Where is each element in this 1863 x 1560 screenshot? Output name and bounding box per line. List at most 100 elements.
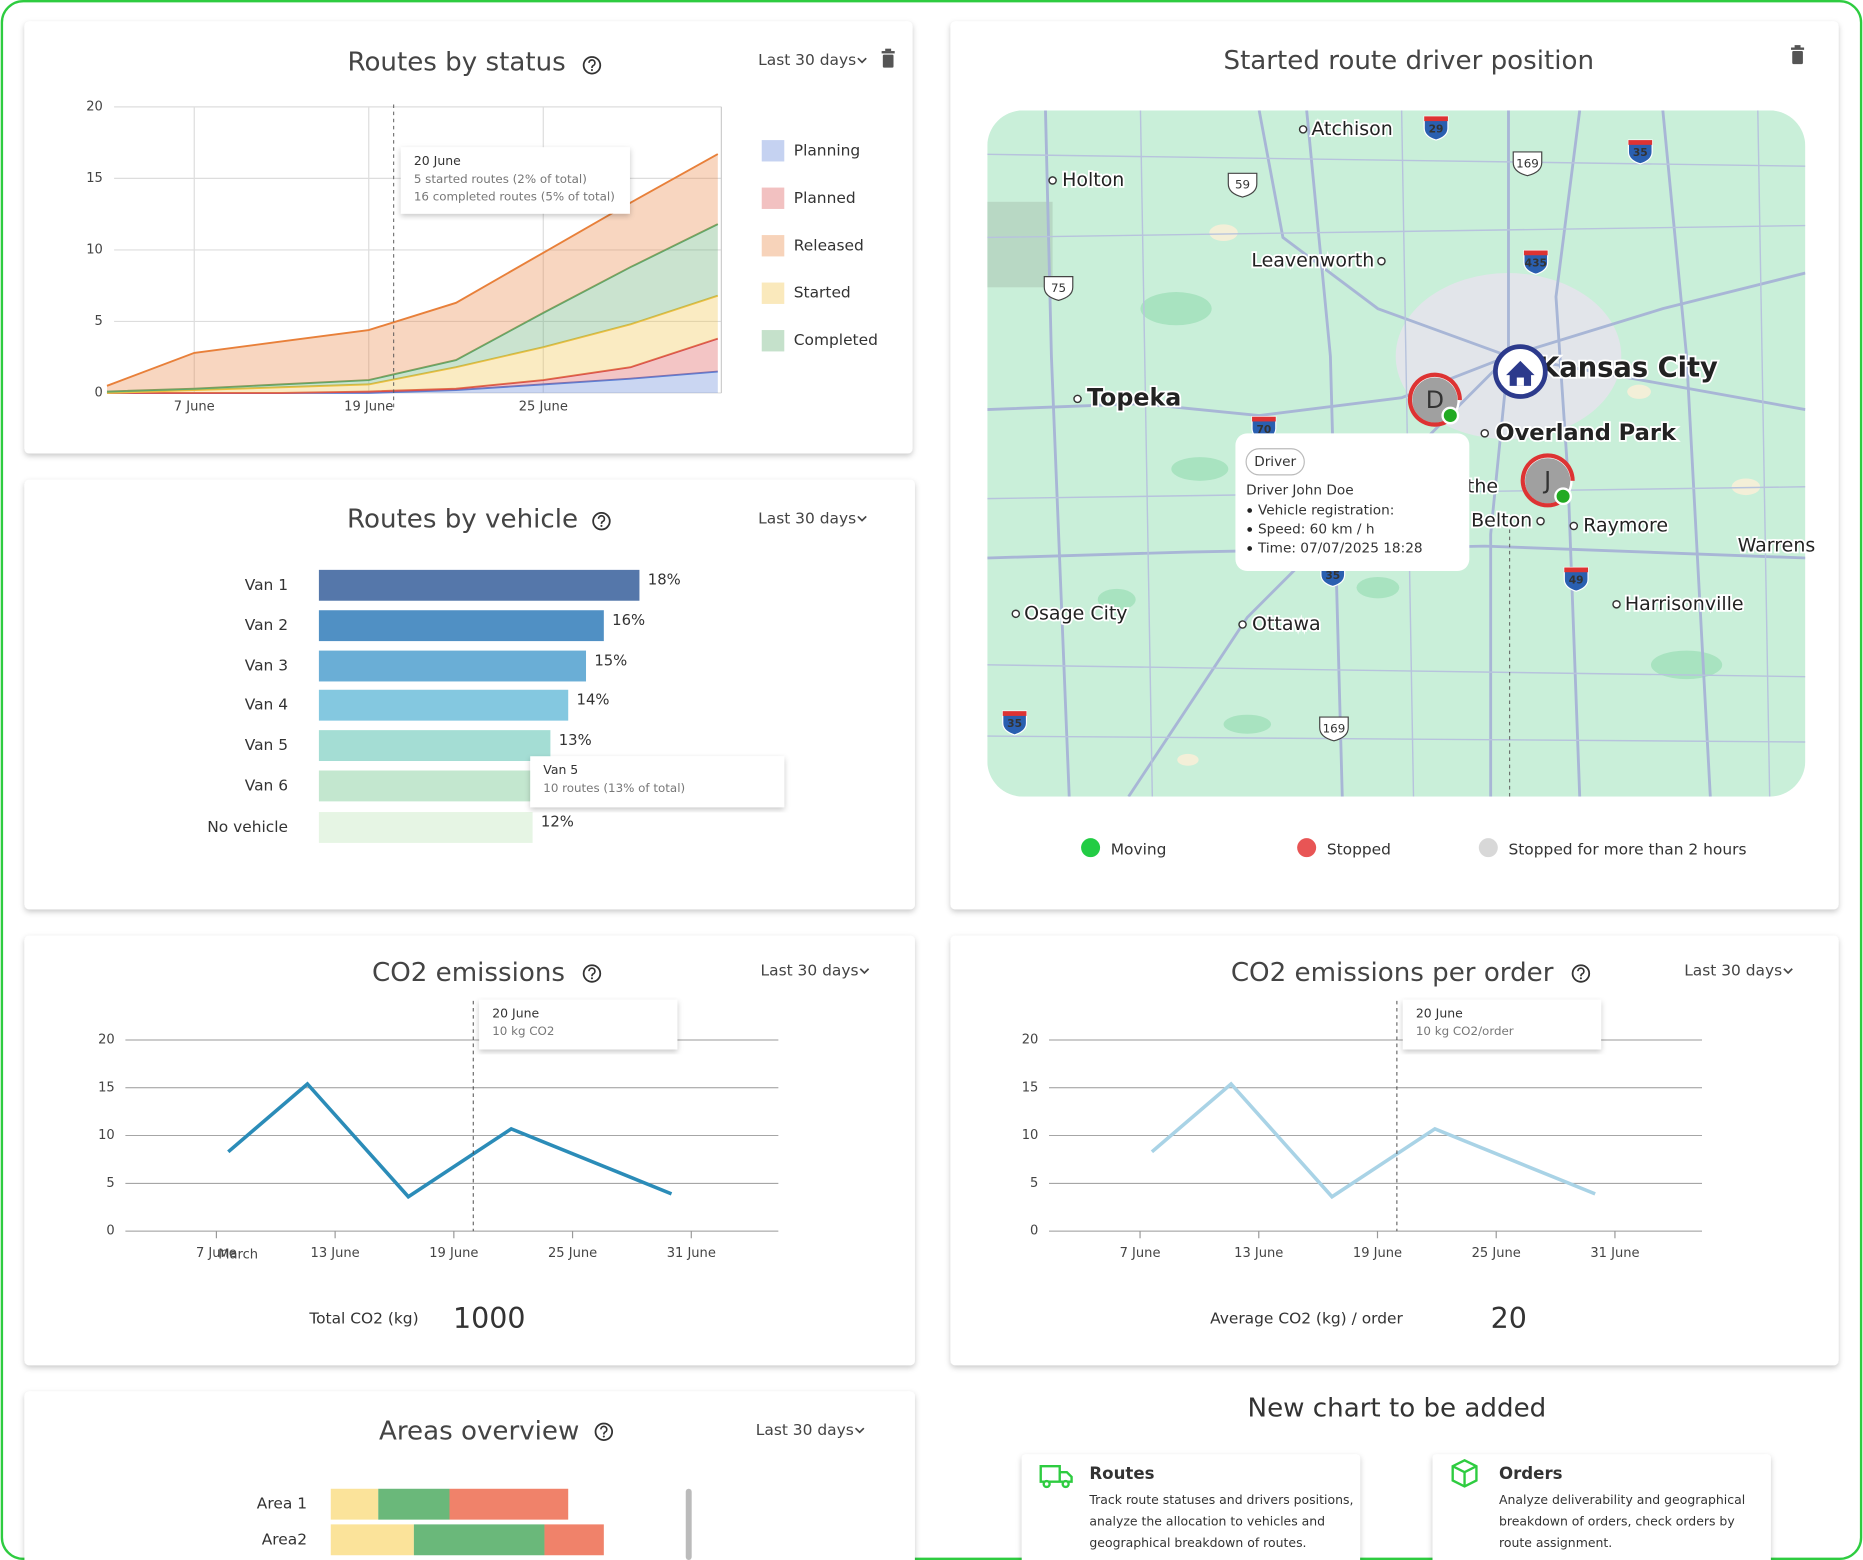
shield: [1523, 249, 1549, 275]
shield: [1043, 276, 1074, 301]
shield-number: 35: [1325, 569, 1340, 582]
line: [1150, 1081, 1596, 1200]
period-select[interactable]: Last 30 days: [758, 509, 856, 527]
period-select[interactable]: Last 30 days: [756, 1421, 854, 1439]
area: [106, 224, 718, 393]
bar: [318, 730, 551, 762]
value-label: 16%: [612, 612, 645, 629]
popup-detail: Time: 07/07/2025 18:28: [1257, 540, 1423, 556]
x-tick-label: 13 June: [311, 1246, 360, 1261]
category-label: Area 1: [257, 1495, 307, 1513]
x-tick-label: 25 June: [1472, 1246, 1521, 1261]
help-icon: [590, 68, 594, 72]
tooltip-title: 20 June: [414, 153, 461, 168]
help-icon: [600, 1425, 608, 1435]
trash-icons[interactable]: [881, 45, 1805, 68]
place-label: the: [1467, 475, 1498, 497]
tooltip: [400, 147, 630, 214]
legend-label: Completed: [794, 331, 878, 349]
help-icon: [1571, 964, 1591, 983]
card-text: route assignment.: [1499, 1535, 1612, 1550]
status-dot: [1554, 487, 1573, 506]
scrollbar[interactable]: [685, 1488, 692, 1560]
chevrons: [854, 57, 1793, 1434]
y-tick-label: 15: [1022, 1080, 1039, 1095]
value-label: 15%: [594, 652, 627, 669]
shield-number: 169: [1323, 721, 1346, 735]
bar: [318, 770, 551, 802]
home-marker[interactable]: [1493, 344, 1548, 399]
x-tick-label: 7 June: [1120, 1246, 1161, 1261]
card: [24, 1391, 915, 1560]
card-title: Orders: [1499, 1464, 1563, 1483]
category-label: Area2: [262, 1530, 307, 1548]
card-text: breakdown of orders, check orders by: [1499, 1514, 1735, 1529]
y-tick-label: 5: [106, 1176, 114, 1191]
place-label: Holton: [1062, 169, 1124, 191]
tooltip-title: Van 5: [543, 762, 578, 777]
popup-tag: Driver: [1254, 454, 1296, 470]
shield: [1002, 710, 1028, 736]
shield-number: 59: [1235, 178, 1250, 192]
x-tick-label: 25 June: [548, 1246, 597, 1261]
shield: [1423, 115, 1449, 141]
summary-value: 20: [1491, 1302, 1527, 1335]
bar: [318, 569, 640, 601]
card: [950, 935, 1839, 1366]
place-dot: [1073, 394, 1082, 404]
driver-ring: [1407, 372, 1462, 427]
summary-label: Average CO2 (kg) / order: [1210, 1309, 1403, 1327]
help-icon: [602, 1435, 605, 1438]
legend-label: Released: [794, 236, 864, 254]
option-card[interactable]: [1021, 1454, 1361, 1560]
help-icon: [1577, 967, 1585, 977]
legend-swatch: [761, 282, 785, 304]
x-tick-label: 31 June: [1590, 1246, 1639, 1261]
shield-number: 70: [1256, 423, 1271, 436]
place-dot: [1298, 125, 1308, 134]
bar-segment: [330, 1488, 379, 1520]
help-icon: [590, 977, 594, 980]
place-dot: [1612, 600, 1621, 609]
x-tick-label: 19 June: [429, 1246, 478, 1261]
legend-dot: [1297, 838, 1317, 858]
y-tick-label: 5: [1030, 1176, 1038, 1191]
bar: [318, 610, 604, 642]
place-label: Warrens: [1738, 535, 1816, 557]
tooltip-line: 5 started routes (2% of total): [414, 172, 587, 186]
line: [227, 1081, 673, 1200]
y-tick-label: 20: [1022, 1033, 1039, 1048]
value-label: 13%: [559, 732, 592, 749]
shield: [1628, 140, 1653, 145]
x-tick-label: 25 June: [519, 400, 568, 415]
option-card[interactable]: [1432, 1454, 1771, 1560]
legend-label: Stopped for more than 2 hours: [1508, 841, 1746, 859]
place-label: Osage City: [1024, 602, 1127, 624]
period-select[interactable]: Last 30 days: [761, 962, 859, 980]
shield: [1424, 116, 1448, 122]
bar: [318, 650, 587, 682]
place-label: Overland Park: [1495, 420, 1677, 446]
place-label: Atchison: [1311, 118, 1392, 140]
shield: [1563, 566, 1589, 592]
shield-number: 29: [1429, 122, 1444, 135]
period-select[interactable]: Last 30 days: [1684, 962, 1782, 980]
card: [24, 935, 915, 1366]
period-select[interactable]: Last 30 days: [758, 51, 856, 69]
panel-title: Started route driver position: [1223, 46, 1594, 76]
x-tick-label: 19 June: [1353, 1246, 1402, 1261]
bar-segment: [413, 1524, 545, 1556]
area: [106, 154, 718, 392]
panel-title: Routes by status: [347, 47, 565, 77]
place-dot: [1238, 620, 1247, 629]
tooltip: [479, 999, 678, 1050]
area-line: [106, 294, 719, 394]
x-tick-label: 19 June: [344, 400, 393, 415]
shield: [1523, 250, 1548, 256]
map-labels: Atchison Holton Leavenworth Topeka Kansas Ci…: [1002, 115, 1817, 742]
category-label: Van 2: [245, 616, 288, 634]
help-icon: [582, 964, 602, 983]
value-label: 14%: [577, 691, 610, 708]
driver-initial: D: [1426, 386, 1444, 414]
